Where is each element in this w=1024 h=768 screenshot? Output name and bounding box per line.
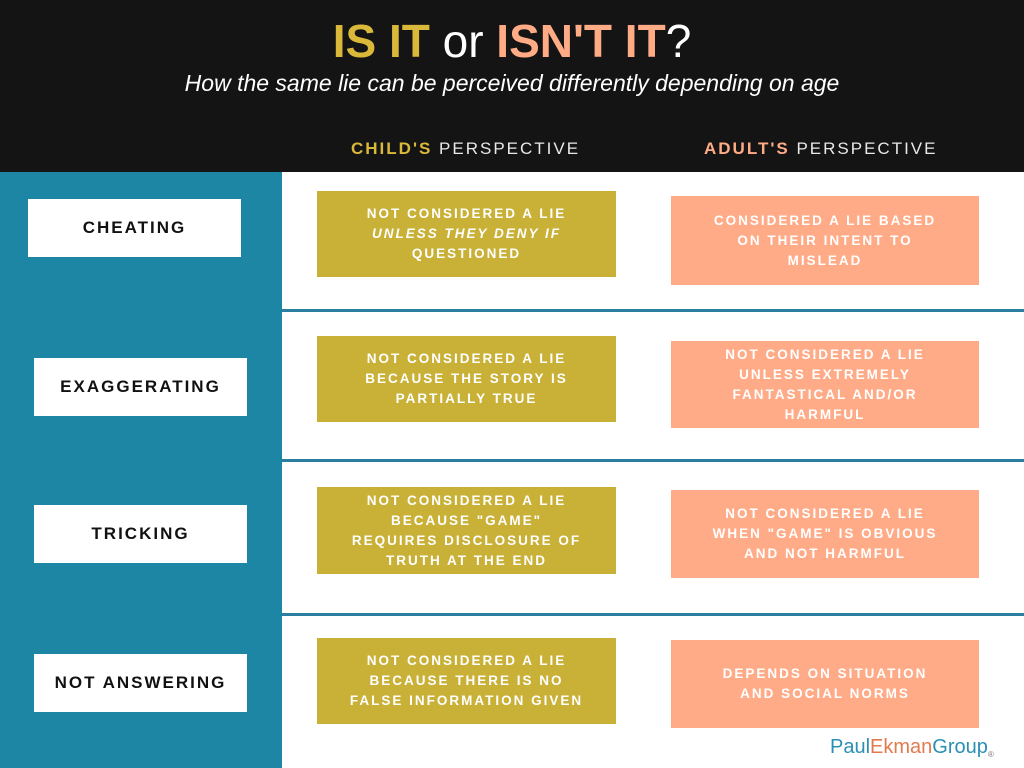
adult-text-line: UNLESS EXTREMELY <box>739 366 911 382</box>
adult-text-line: DEPENDS ON SITUATION <box>722 666 928 681</box>
row-label-exaggerating: EXAGGERATING <box>34 358 247 416</box>
child-text-line: BECAUSE THE STORY IS <box>365 371 568 386</box>
child-text-line: UNLESS THEY DENY IF <box>371 226 561 241</box>
adult-text-line: ON THEIR INTENT TO <box>737 232 913 248</box>
child-box-cheating: NOT CONSIDERED A LIE UNLESS THEY DENY IF… <box>317 191 616 277</box>
header-band: IS IT or ISN'T IT? How the same lie can … <box>0 0 1024 172</box>
adult-box-exaggerating: NOT CONSIDERED A LIE UNLESS EXTREMELY FA… <box>671 341 979 428</box>
child-box-tricking: NOT CONSIDERED A LIE BECAUSE "GAME" REQU… <box>317 487 616 574</box>
adult-text-line: NOT CONSIDERED A LIE <box>725 346 925 362</box>
title-or: or <box>429 15 497 67</box>
child-text-line: FALSE INFORMATION GIVEN <box>349 693 584 708</box>
logo-text-paul: Paul <box>830 736 871 758</box>
column-header-adult-highlight: ADULT'S <box>704 139 790 158</box>
page-subtitle: How the same lie can be perceived differ… <box>184 70 840 96</box>
row-label-tricking: TRICKING <box>34 505 247 563</box>
child-text-line: REQUIRES DISCLOSURE OF <box>351 532 582 548</box>
row-label-not-answering: NOT ANSWERING <box>34 654 247 712</box>
page-title: IS IT or ISN'T IT? <box>0 12 1024 70</box>
child-text-line: NOT CONSIDERED A LIE <box>366 653 567 668</box>
row-label-cheating: CHEATING <box>28 199 241 257</box>
registered-mark: ® <box>987 750 994 759</box>
column-header-child: CHILD'S PERSPECTIVE <box>351 139 580 159</box>
child-text-line: QUESTIONED <box>411 246 522 261</box>
paul-ekman-group-logo: PaulEkmanGroup® <box>830 736 994 759</box>
adult-text-line: HARMFUL <box>784 406 866 422</box>
row-divider <box>282 459 1024 462</box>
child-text-line: BECAUSE THERE IS NO <box>369 673 564 688</box>
child-text-line: NOT CONSIDERED A LIE <box>366 206 567 221</box>
column-header-adult-rest: PERSPECTIVE <box>789 139 938 158</box>
adult-box-tricking: NOT CONSIDERED A LIE WHEN "GAME" IS OBVI… <box>671 490 979 578</box>
logo-text-group: Group <box>932 736 988 758</box>
logo-text-ekman: Ekman <box>870 736 933 758</box>
title-is-it: IS IT <box>332 15 430 67</box>
child-box-exaggerating: NOT CONSIDERED A LIE BECAUSE THE STORY I… <box>317 336 616 422</box>
adult-text-line: AND NOT HARMFUL <box>744 546 906 561</box>
title-isnt-it: ISN'T IT <box>496 15 666 67</box>
adult-text-line: AND SOCIAL NORMS <box>740 686 910 701</box>
row-divider <box>282 309 1024 312</box>
child-text-line: BECAUSE "GAME" <box>390 512 543 528</box>
column-header-child-rest: PERSPECTIVE <box>432 139 581 158</box>
adult-text-line: MISLEAD <box>787 252 863 268</box>
adult-box-cheating: CONSIDERED A LIE BASED ON THEIR INTENT T… <box>671 196 979 285</box>
child-text-line: NOT CONSIDERED A LIE <box>366 351 567 366</box>
child-box-not-answering: NOT CONSIDERED A LIE BECAUSE THERE IS NO… <box>317 638 616 724</box>
column-header-adult: ADULT'S PERSPECTIVE <box>704 139 937 159</box>
child-text-line: TRUTH AT THE END <box>386 552 547 568</box>
adult-text-line: WHEN "GAME" IS OBVIOUS <box>712 526 938 541</box>
adult-box-not-answering: DEPENDS ON SITUATION AND SOCIAL NORMS <box>671 640 979 728</box>
row-divider <box>282 613 1024 616</box>
adult-text-line: FANTASTICAL AND/OR <box>732 386 918 402</box>
adult-text-line: CONSIDERED A LIE BASED <box>713 212 937 228</box>
title-question-mark: ? <box>665 15 692 67</box>
column-header-child-highlight: CHILD'S <box>351 139 433 158</box>
adult-text-line: NOT CONSIDERED A LIE <box>725 506 925 521</box>
child-text-line: PARTIALLY TRUE <box>395 391 538 406</box>
child-text-line: NOT CONSIDERED A LIE <box>366 492 567 508</box>
